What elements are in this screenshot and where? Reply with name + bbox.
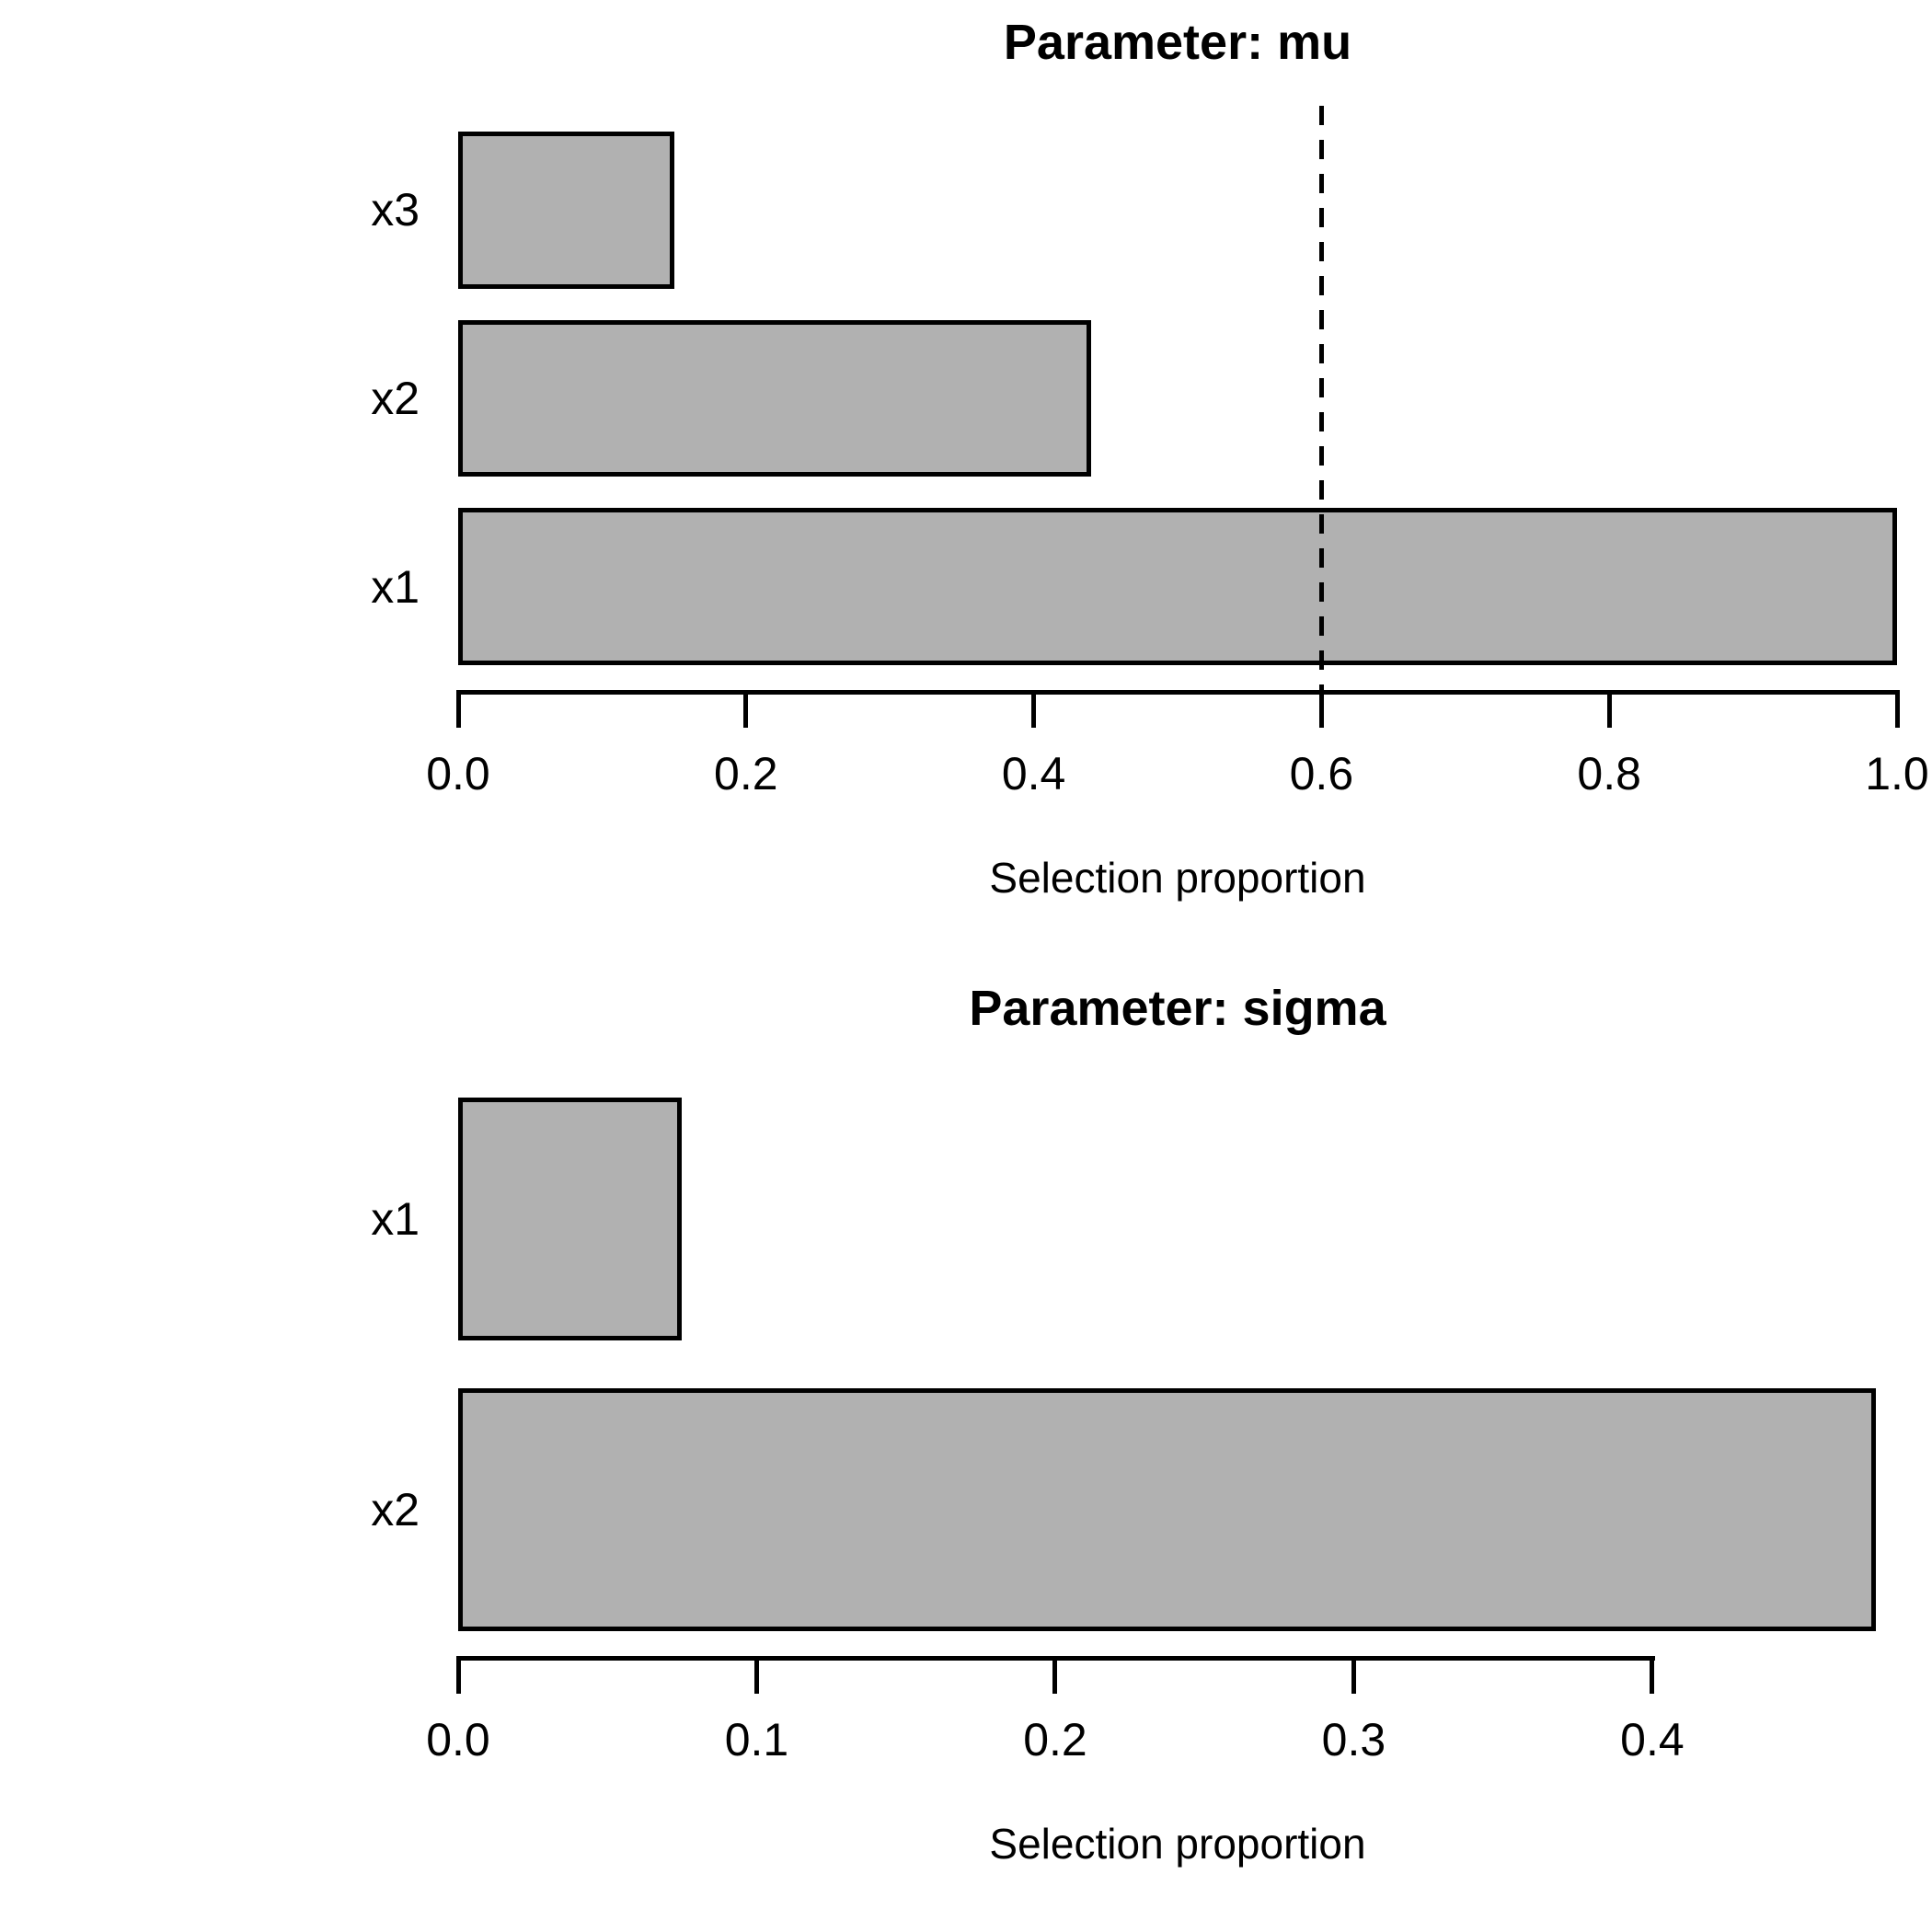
x-axis-tick-0.4 [1031,690,1037,728]
bar-x3 [458,132,674,289]
x-axis-tick-label-1.0: 1.0 [1865,748,1929,799]
x-axis-tick-0.0 [455,690,461,728]
x-axis-tick-1.0 [1894,690,1900,728]
plot-area-mu: x3 x2 x1 0.0 0.2 0.4 0.6 0.8 1.0 [371,106,1929,799]
x-axis-tick-0.2 [1052,1656,1058,1694]
x-axis-tick-0.2 [743,690,749,728]
x-axis-tick-label-0.2: 0.2 [714,748,778,799]
x-axis-tick-0.4 [1650,1656,1655,1694]
x-axis-line [456,690,1900,695]
category-label-x1: x1 [371,560,420,613]
chart-title-sigma: Parameter: sigma [969,981,1386,1036]
x-axis-tick-0.8 [1606,690,1612,728]
x-axis-tick-label-0.2: 0.2 [1023,1714,1087,1765]
chart-panel-mu: Parameter: mu x3 x2 x1 0.0 0.2 0.4 0.6 0.8 1.0 S… [371,15,1929,902]
x-axis-tick-label-0.4: 0.4 [1001,748,1066,799]
chart-panel-sigma: Parameter: sigma x1 x2 0.0 0.1 0.2 0.3 0.4 Sel… [0,966,1932,1932]
bar-x2 [458,1388,1877,1631]
x-axis-tick-0.3 [1351,1656,1356,1694]
category-label-x3: x3 [371,184,420,236]
category-label-x1: x1 [371,1192,420,1245]
x-axis-tick-label-0.0: 0.0 [426,748,490,799]
x-axis-label-mu: Selection proportion [989,854,1366,902]
bar-x1 [458,508,1897,665]
plot-area-sigma: x1 x2 0.0 0.1 0.2 0.3 0.4 [0,966,1932,1932]
x-axis-label-sigma: Selection proportion [989,1820,1366,1868]
threshold-reference-line [1318,106,1324,690]
x-axis-tick-0.6 [1318,690,1324,728]
x-axis-tick-label-0.6: 0.6 [1289,748,1354,799]
category-label-x2: x2 [371,1484,420,1536]
bar-x1 [458,1098,683,1340]
x-axis-tick-label-0.1: 0.1 [724,1714,789,1765]
x-axis-tick-label-0.3: 0.3 [1321,1714,1386,1765]
x-axis-tick-label-0.4: 0.4 [1620,1714,1685,1765]
x-axis-tick-0.0 [455,1656,461,1694]
x-axis-tick-0.1 [753,1656,759,1694]
chart-title-mu: Parameter: mu [1003,15,1352,70]
category-label-x2: x2 [371,373,420,424]
x-axis-tick-label-0.8: 0.8 [1577,748,1641,799]
x-axis-tick-label-0.0: 0.0 [426,1714,490,1765]
bar-x2 [458,319,1092,477]
